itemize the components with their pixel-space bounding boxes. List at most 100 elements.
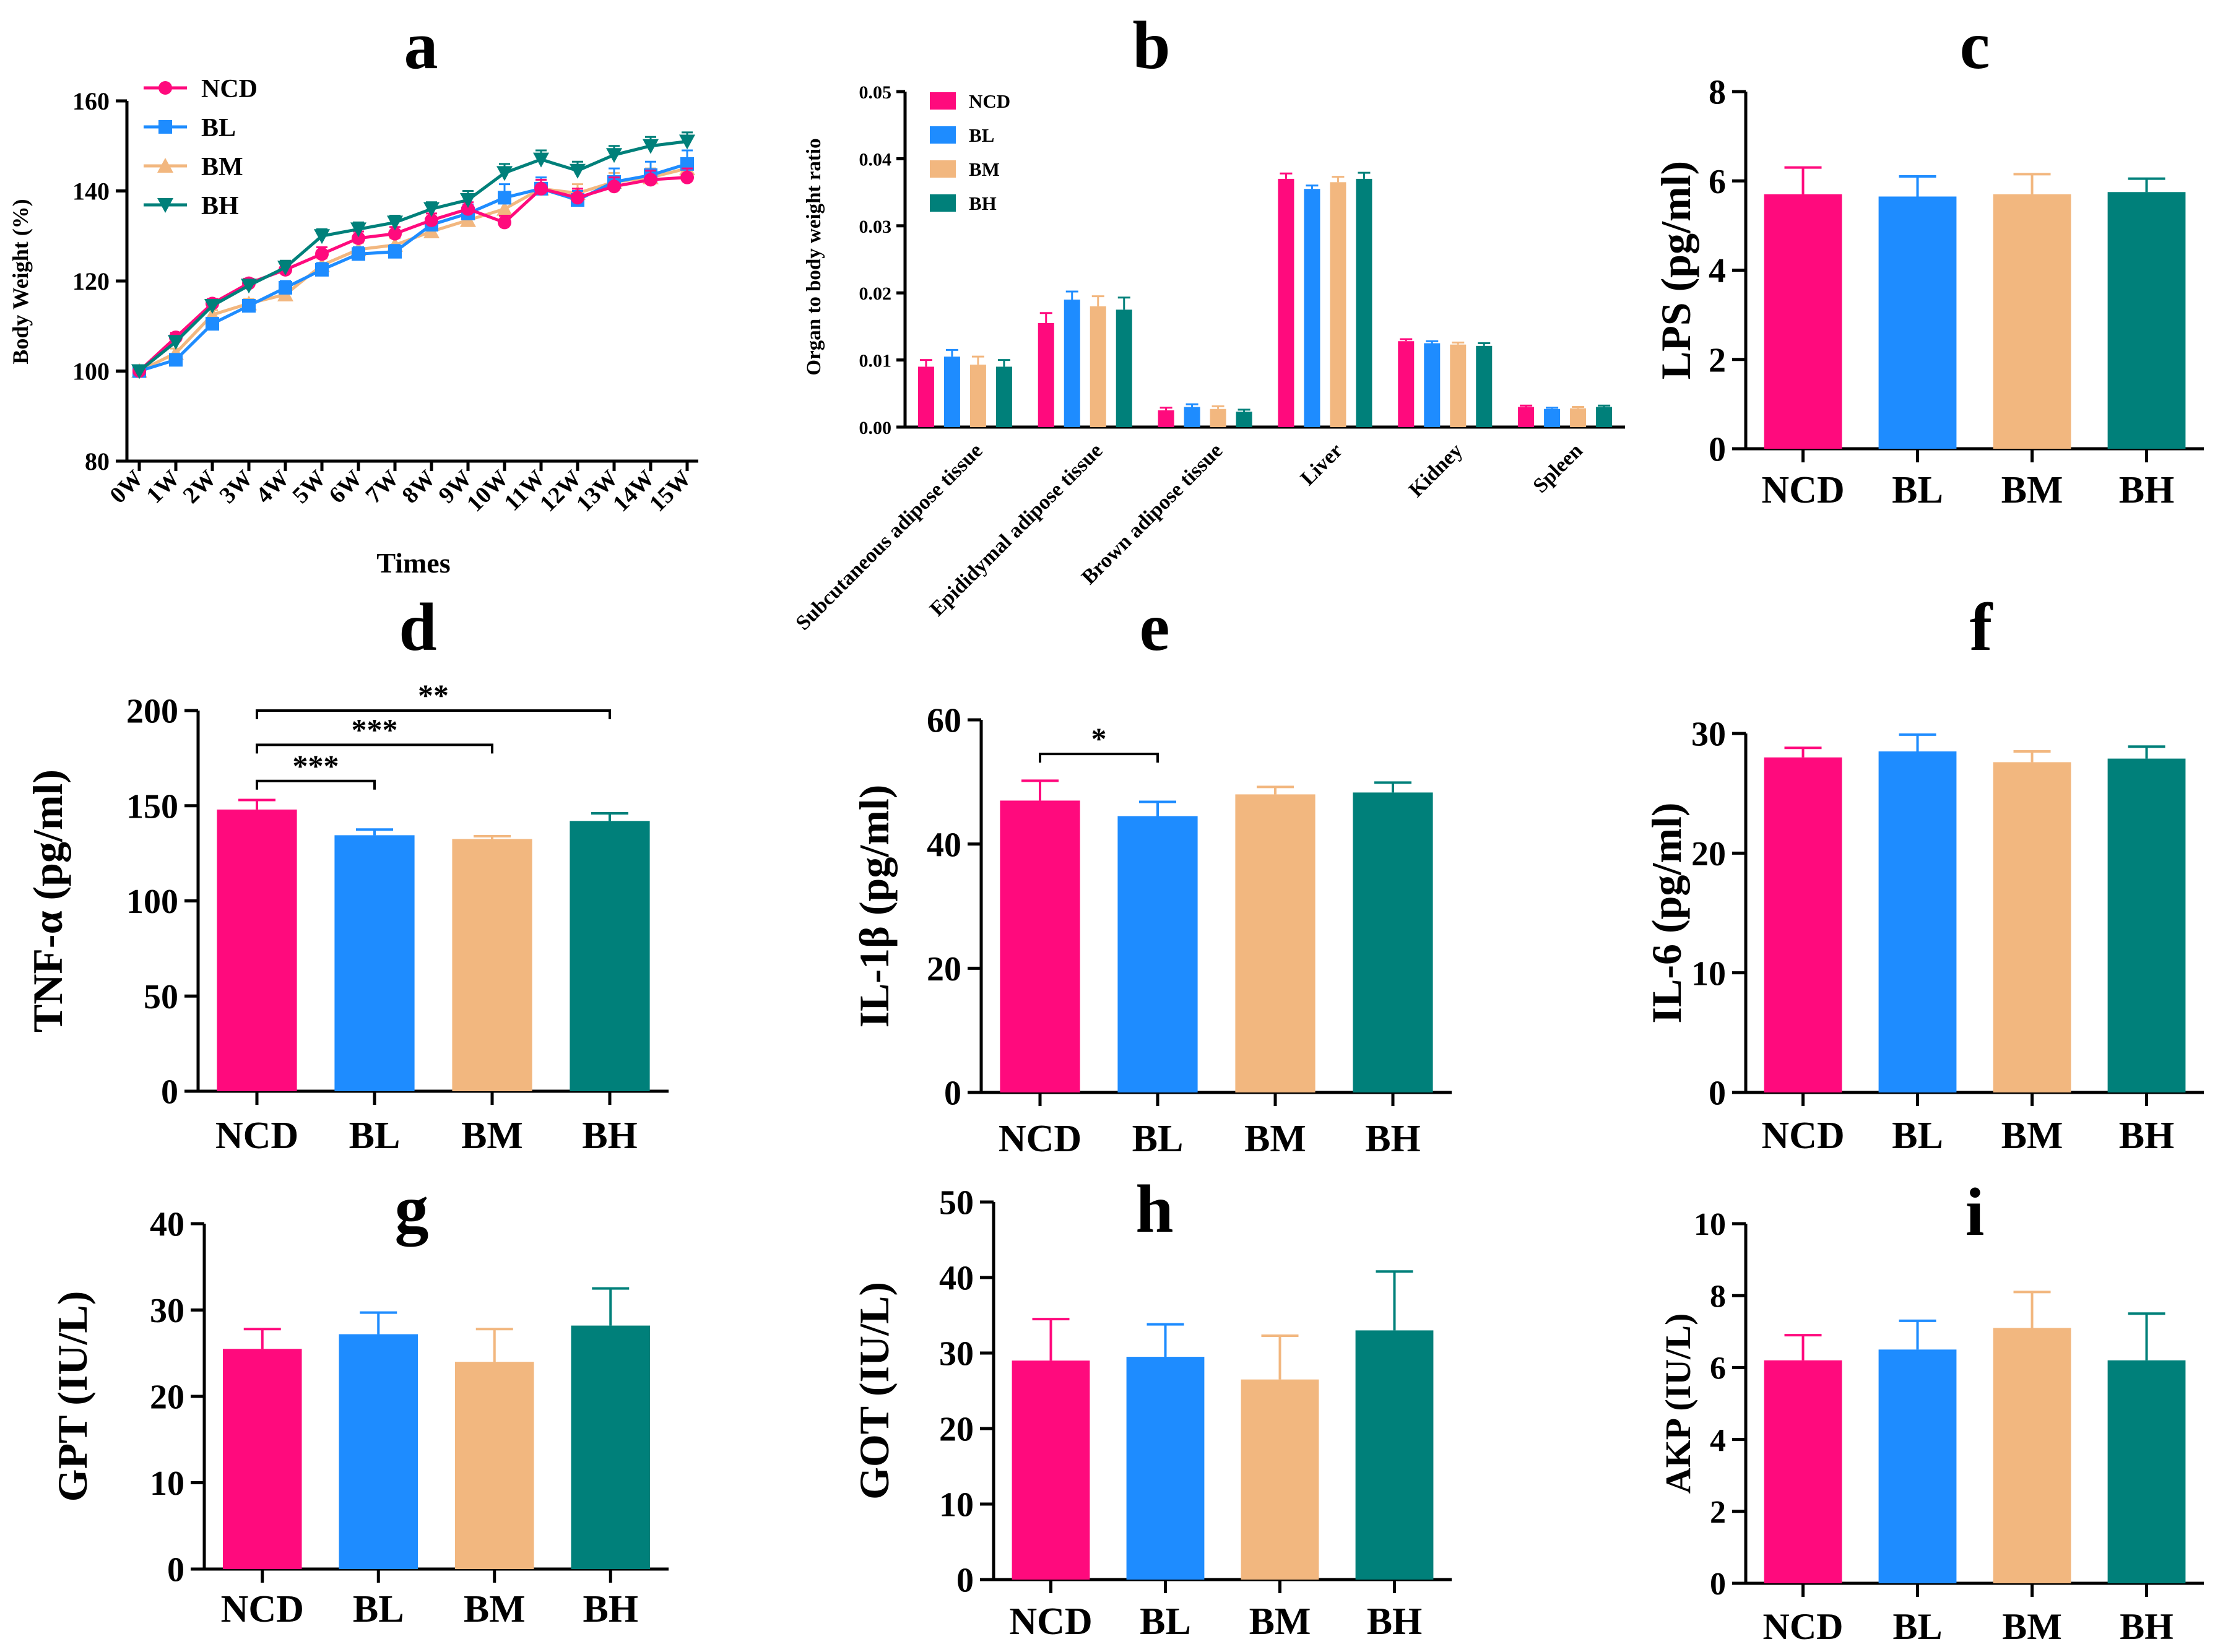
bar-bl (1878, 1349, 1957, 1583)
panel-label: e (1140, 589, 1170, 665)
x-tick-label: 4W (251, 465, 294, 509)
bar-bm (969, 365, 986, 427)
y-tick-label: 0.02 (859, 283, 892, 304)
series-line-ncd (138, 176, 688, 373)
panel-label: a (404, 7, 438, 83)
panel-label: g (395, 1171, 429, 1247)
y-axis-title: IL-1β (pg/ml) (851, 785, 898, 1028)
bar-bh (1355, 1330, 1434, 1580)
x-tick-label: NCD (999, 1118, 1081, 1160)
data-point-ncd (680, 170, 694, 184)
data-point-bl (242, 299, 256, 313)
bar-bh (1116, 309, 1132, 427)
x-tick-label: BL (1892, 469, 1943, 511)
y-tick-label: 0.04 (859, 149, 892, 170)
y-tick-label: 150 (126, 787, 178, 826)
y-tick-label: 30 (1691, 716, 1726, 754)
y-tick-label: 10 (150, 1464, 184, 1503)
legend-marker-bh (157, 198, 173, 213)
data-point-ncd (352, 231, 365, 245)
y-tick-label: 80 (85, 448, 110, 475)
bar-bm (455, 1362, 534, 1569)
data-point-ncd (607, 179, 621, 194)
data-point-bl (279, 280, 292, 295)
panel-h-got-bar-chart: h 0 10 20 30 40 50 GOT (IU/L) NCD BL BM BH (851, 1171, 1452, 1643)
x-tick-label: Spleen (1528, 439, 1587, 497)
y-tick-label: 6 (1710, 1351, 1726, 1386)
y-tick-label: 0.05 (859, 82, 892, 103)
data-point-bh (570, 163, 586, 179)
y-tick-label: 40 (927, 826, 961, 864)
data-point-bh (204, 299, 220, 314)
y-tick-label: 0 (1710, 1567, 1726, 1602)
y-axis-title: TNF-α (pg/ml) (24, 769, 71, 1032)
panel-label: h (1135, 1171, 1173, 1247)
data-point-bh (423, 202, 440, 217)
data-point-bl (206, 317, 219, 331)
x-axis-title: Times (376, 547, 450, 579)
bar-bl (1424, 343, 1441, 427)
y-tick-label: 2 (1710, 1495, 1726, 1530)
bar-ncd (1000, 800, 1080, 1092)
y-tick-label: 50 (939, 1184, 974, 1222)
panel-label: c (1960, 7, 1990, 83)
x-tick-label: Kidney (1405, 439, 1467, 501)
y-tick-label: 20 (939, 1411, 974, 1449)
bar-bh (1596, 407, 1613, 427)
bar-bh (570, 821, 650, 1091)
bar-bl (1304, 189, 1320, 427)
data-point-bh (606, 148, 622, 163)
legend-label-bm: BM (201, 153, 243, 181)
x-tick-label: BL (1132, 1118, 1184, 1160)
y-tick-label: 0 (956, 1562, 974, 1600)
significance-label: ** (418, 678, 449, 712)
y-tick-label: 30 (150, 1292, 184, 1330)
y-tick-label: 40 (150, 1206, 184, 1244)
y-tick-label: 0 (161, 1073, 178, 1112)
x-tick-label: BM (1244, 1118, 1306, 1160)
y-tick-label: 100 (72, 358, 110, 386)
y-tick-label: 4 (1710, 1423, 1726, 1458)
y-tick-label: 0 (944, 1075, 961, 1113)
x-tick-label: Subcutaneous adipose tissue (791, 439, 987, 634)
data-point-bl (388, 244, 402, 259)
y-tick-label: 10 (939, 1486, 974, 1524)
data-point-ncd (425, 213, 438, 227)
y-tick-label: 50 (144, 978, 178, 1016)
bar-ncd (917, 366, 934, 427)
bar-bm (1210, 409, 1226, 427)
y-tick-label: 200 (126, 693, 178, 731)
bar-bh (571, 1325, 650, 1569)
x-tick-label: NCD (1009, 1601, 1092, 1643)
bar-bm (1993, 194, 2071, 449)
x-tick-label: 8W (397, 465, 440, 509)
legend-swatch-ncd (930, 92, 956, 110)
bar-bm (1235, 794, 1316, 1092)
x-tick-label: BH (2119, 469, 2175, 511)
legend-swatch-bh (930, 194, 956, 212)
panel-label: b (1132, 7, 1170, 83)
data-point-bh (350, 222, 366, 238)
legend-label-ncd: NCD (969, 90, 1010, 112)
bar-bm (452, 839, 532, 1091)
data-point-bh (241, 279, 257, 294)
significance-label: *** (352, 712, 398, 746)
bar-bm (1993, 1328, 2071, 1583)
data-point-bh (131, 364, 147, 379)
panel-f-il-6-bar-chart: f 0 10 20 30 IL-6 (pg/ml) NCD BL BM BH (1643, 589, 2204, 1157)
y-tick-label: 40 (939, 1260, 974, 1298)
bar-bh (995, 366, 1012, 427)
data-point-bl (169, 353, 183, 367)
panel-label: i (1966, 1174, 1985, 1250)
x-tick-label: BM (2002, 1606, 2062, 1647)
bar-ncd (1158, 410, 1174, 427)
y-axis-title: IL-6 (pg/ml) (1643, 803, 1690, 1024)
data-point-bm (496, 201, 513, 216)
y-tick-label: 0.00 (859, 418, 892, 438)
data-point-bl (498, 191, 511, 205)
significance-bracket (256, 709, 611, 719)
bar-bl (1064, 300, 1080, 427)
x-tick-label: 7W (360, 465, 404, 509)
bar-bh (1236, 412, 1252, 427)
y-tick-label: 140 (72, 178, 110, 205)
